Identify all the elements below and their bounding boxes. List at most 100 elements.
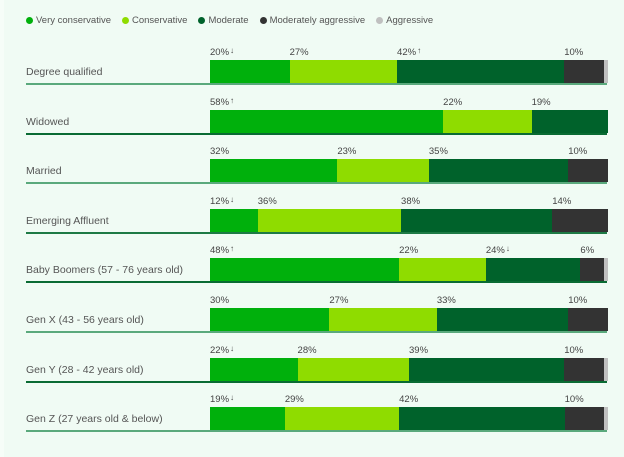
data-label: 33% bbox=[437, 295, 456, 306]
data-label: 10% bbox=[565, 394, 584, 405]
bar-segment-moderately-aggressive bbox=[564, 407, 605, 431]
arrow-up-icon: ↑ bbox=[417, 46, 422, 55]
legend-label: Moderately aggressive bbox=[269, 14, 366, 26]
data-label-value: 42% bbox=[399, 394, 419, 406]
data-label-value: 30% bbox=[210, 295, 230, 306]
bar-segment-very-conservative bbox=[210, 208, 258, 232]
data-label-value: 10% bbox=[564, 394, 584, 406]
bar-segment-moderate bbox=[397, 60, 565, 83]
chart-row: Gen Y (28 - 42 years old) 22%↓ 28% 39% 10% bbox=[26, 344, 608, 384]
category-label: Married bbox=[26, 165, 62, 178]
data-label-value: 28% bbox=[297, 344, 317, 356]
stacked-bar bbox=[210, 407, 608, 431]
data-label: 12%↓ bbox=[210, 194, 235, 207]
row-divider bbox=[26, 83, 607, 85]
data-label-value: 10% bbox=[568, 146, 588, 158]
row-divider bbox=[26, 331, 607, 333]
bar-segment-moderate bbox=[436, 308, 569, 331]
category-label: Gen X (43 - 56 years old) bbox=[26, 314, 144, 326]
data-label-value: 22% bbox=[443, 96, 463, 108]
stacked-bar bbox=[210, 109, 608, 133]
data-label-value: 20% bbox=[210, 47, 230, 58]
data-label: 29% bbox=[285, 394, 304, 405]
data-label: 39% bbox=[409, 345, 428, 356]
row-divider bbox=[26, 182, 607, 185]
data-label: 22%↓ bbox=[210, 344, 234, 356]
data-label: 20%↓ bbox=[210, 46, 235, 58]
data-label: 14% bbox=[552, 196, 571, 207]
row-divider bbox=[26, 281, 607, 284]
data-label: 28% bbox=[298, 345, 317, 356]
bar-segment-moderate bbox=[408, 357, 565, 381]
data-label-value: 22% bbox=[210, 344, 230, 356]
category-label: Widowed bbox=[26, 115, 70, 128]
data-label-value: 6% bbox=[580, 245, 595, 257]
data-label-value: 36% bbox=[257, 195, 277, 207]
row-divider bbox=[26, 430, 607, 433]
bar-segment-aggressive bbox=[604, 258, 608, 282]
data-label: 19%↓ bbox=[210, 393, 234, 406]
legend-label: Conservative bbox=[131, 14, 188, 26]
data-label-value: 38% bbox=[401, 195, 421, 207]
data-label-value: 29% bbox=[284, 394, 304, 406]
bar-segment-very-conservative bbox=[210, 60, 290, 83]
data-label-value: 22% bbox=[399, 245, 419, 257]
category-label: Emerging Affluent bbox=[26, 214, 109, 227]
bar-segment-conservative bbox=[289, 60, 398, 83]
chart-row: Gen X (43 - 56 years old) 30% 27% 33% 10% bbox=[26, 295, 608, 334]
bar-segment-moderate bbox=[531, 109, 608, 133]
data-label-value: 42% bbox=[397, 47, 417, 58]
bar-segment-moderately-aggressive bbox=[564, 357, 604, 381]
arrow-up-icon: ↑ bbox=[230, 244, 235, 254]
bar-segment-moderately-aggressive bbox=[552, 208, 608, 232]
data-label-value: 58% bbox=[210, 96, 230, 108]
stacked-bar bbox=[210, 208, 608, 232]
chart-row: Gen Z (27 years old & below) 19%↓ 29% 42% 10… bbox=[26, 393, 608, 433]
bar-segment-conservative bbox=[399, 258, 486, 282]
data-label: 10% bbox=[568, 295, 587, 306]
bar-segment-very-conservative bbox=[210, 357, 298, 381]
data-label: 30% bbox=[210, 295, 229, 306]
chart-row: Baby Boomers (57 - 76 years old) 48%↑ 22% 2… bbox=[26, 244, 608, 284]
stacked-bar bbox=[210, 159, 608, 183]
arrow-down-icon: ↓ bbox=[230, 194, 235, 204]
data-label-value: 32% bbox=[210, 146, 230, 158]
data-label-value: 39% bbox=[409, 344, 429, 356]
category-label: Gen Z (27 years old & below) bbox=[26, 413, 163, 426]
data-label: 10% bbox=[564, 47, 583, 58]
arrow-up-icon: ↑ bbox=[230, 95, 235, 105]
bar-segment-very-conservative bbox=[210, 258, 400, 282]
data-label-value: 27% bbox=[289, 47, 309, 58]
legend-dot-icon bbox=[26, 16, 33, 24]
chart-row: Degree qualified 20%↓ 27% 42%↑ 10% bbox=[26, 46, 608, 86]
data-label-value: 14% bbox=[552, 195, 572, 207]
stacked-bar bbox=[210, 60, 608, 83]
bar-segment-conservative bbox=[337, 159, 429, 183]
data-label: 24%↓ bbox=[486, 244, 510, 256]
data-label-value: 35% bbox=[428, 146, 448, 158]
data-label: 42%↑ bbox=[397, 46, 422, 58]
row-divider bbox=[26, 380, 607, 383]
row-divider bbox=[26, 132, 607, 135]
bar-segment-moderately-aggressive bbox=[568, 308, 608, 331]
data-label-value: 19% bbox=[210, 394, 230, 406]
data-label: 58%↑ bbox=[210, 95, 235, 108]
bar-segment-moderate bbox=[428, 159, 569, 183]
data-label-value: 10% bbox=[564, 344, 584, 356]
legend-item-moderately-aggressive: Moderately aggressive bbox=[259, 14, 366, 26]
bar-segment-conservative bbox=[329, 308, 437, 331]
legend-dot-icon bbox=[259, 16, 267, 24]
data-label-value: 10% bbox=[568, 295, 588, 306]
bar-segment-conservative bbox=[284, 407, 400, 431]
data-label: 38% bbox=[401, 196, 420, 207]
bar-segment-moderate bbox=[401, 208, 553, 232]
legend-item-conservative: Conservative bbox=[121, 14, 188, 26]
arrow-down-icon: ↓ bbox=[230, 46, 235, 55]
bar-segment-very-conservative bbox=[210, 109, 444, 133]
data-label: 10% bbox=[564, 345, 583, 356]
data-label: 27% bbox=[329, 295, 348, 306]
data-label: 27% bbox=[290, 47, 309, 58]
data-label: 36% bbox=[258, 196, 277, 207]
bar-segment-aggressive bbox=[604, 60, 608, 83]
data-label: 6% bbox=[580, 245, 594, 256]
